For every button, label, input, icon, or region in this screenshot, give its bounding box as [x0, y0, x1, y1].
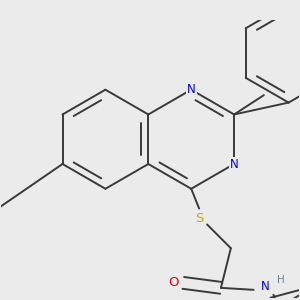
Text: O: O — [168, 276, 178, 290]
Text: F: F — [285, 0, 292, 3]
Text: H: H — [277, 275, 284, 285]
Text: S: S — [195, 212, 203, 225]
Text: N: N — [230, 158, 239, 170]
Text: N: N — [261, 280, 270, 293]
Text: N: N — [187, 83, 196, 96]
